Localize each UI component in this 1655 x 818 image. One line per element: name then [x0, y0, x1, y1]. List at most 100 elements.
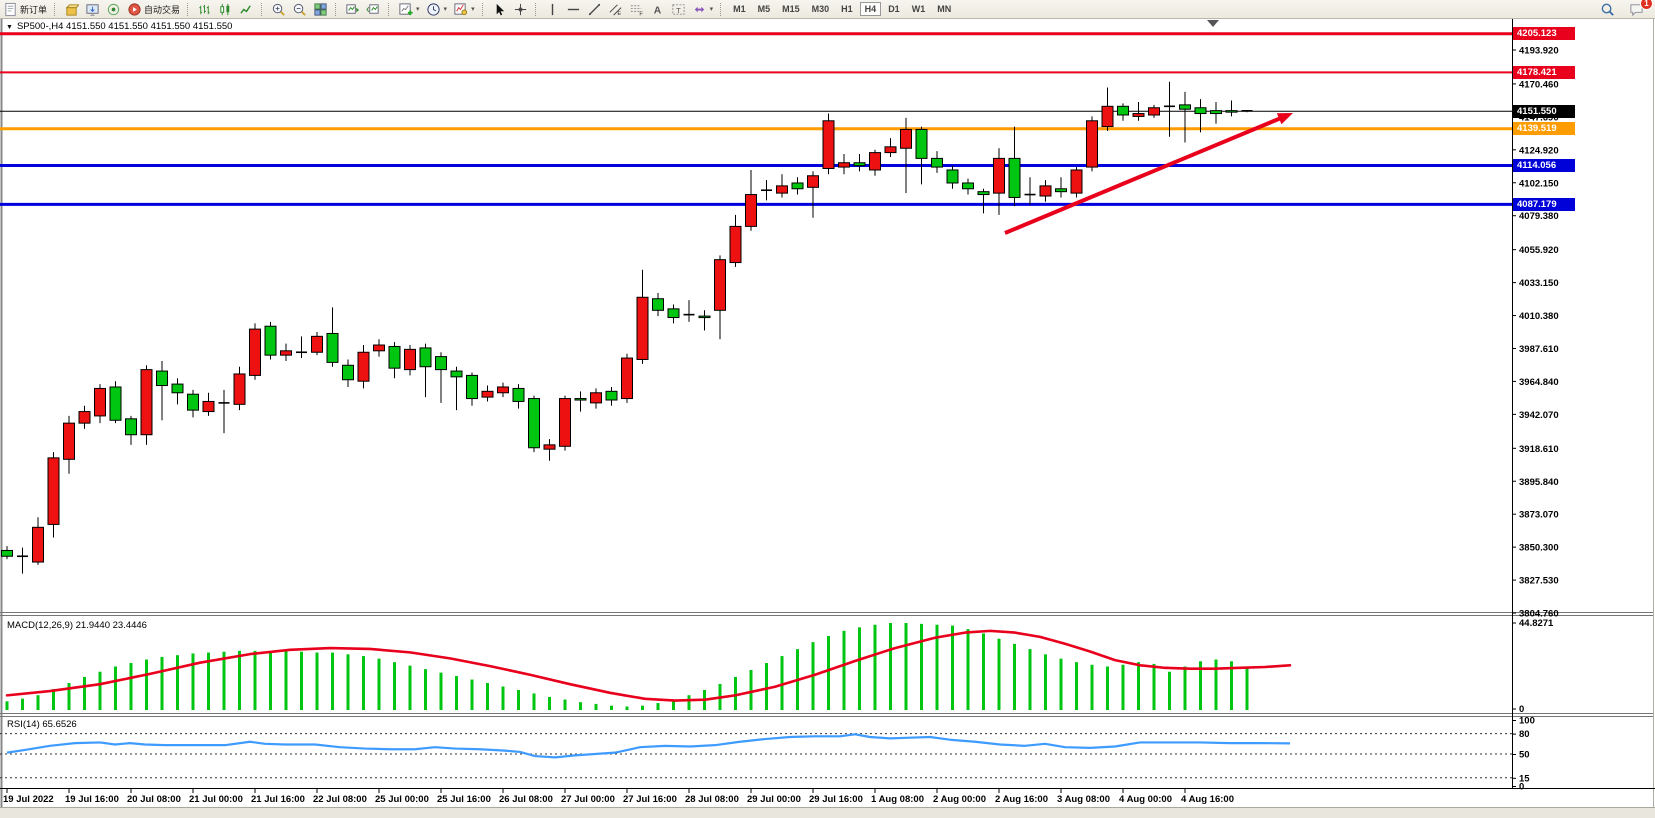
trendline-button[interactable] [584, 1, 605, 17]
trend-arrow-line[interactable] [1004, 115, 1283, 235]
macd-scale-label: 44.8271 [1519, 618, 1554, 629]
timeframe-button-mn[interactable]: MN [937, 4, 952, 14]
timeframe-button-m15[interactable]: M15 [782, 4, 800, 14]
notification-badge: 1 [1640, 0, 1653, 10]
candle-bear [342, 364, 354, 381]
new-order-button[interactable]: 新订单 [0, 1, 50, 17]
candle-bear [1117, 105, 1129, 116]
equidistant-channel-button[interactable]: E [605, 1, 626, 17]
chevron-down-icon[interactable]: ▾ [471, 6, 475, 13]
trend-arrow-head[interactable] [1276, 113, 1293, 125]
price-badge-4178.421: 4178.421 [1513, 65, 1575, 79]
macd-histogram-bar [129, 663, 133, 710]
macd-histogram-bar [1152, 663, 1156, 710]
macd-histogram-bar [300, 651, 303, 710]
arrows-button[interactable]: ▾ [689, 1, 717, 17]
text-button[interactable]: A [647, 1, 668, 17]
chevron-down-icon[interactable]: ▾ [443, 6, 448, 13]
macd-signal-line [5, 629, 1292, 702]
macd-histogram-bar [687, 695, 691, 710]
macd-histogram-bar [594, 703, 598, 710]
vertical-line-button[interactable] [542, 1, 563, 17]
candle-bull [559, 398, 571, 447]
timeframe-button-m1[interactable]: M1 [733, 4, 746, 14]
chart-shift-marker[interactable] [1207, 20, 1219, 27]
candle-bull [714, 259, 726, 311]
indicators-button[interactable]: ▾ [395, 1, 423, 17]
signals-button[interactable] [103, 1, 124, 17]
candlestick-chart-button[interactable] [215, 1, 236, 17]
chat-button[interactable]: 1 [1626, 0, 1653, 17]
tile-windows-button[interactable] [310, 1, 331, 17]
candle-bear [962, 182, 974, 190]
horizontal-line-button[interactable] [563, 1, 584, 17]
timeframe-button-m5[interactable]: M5 [757, 4, 771, 14]
timeframe-button-m30[interactable]: M30 [811, 4, 830, 14]
macd-histogram-bar [1168, 671, 1171, 710]
timeframe-button-d1[interactable]: D1 [888, 4, 900, 14]
bar-chart-button[interactable] [194, 1, 215, 17]
macd-histogram-bar [1059, 658, 1063, 710]
cascade-windows-button[interactable] [363, 1, 384, 17]
macd-histogram-bar [315, 652, 319, 710]
time-tick-label: 29 Jul 16:00 [809, 794, 863, 805]
candlesticks [1, 81, 1253, 574]
price-axis[interactable]: 4193.920 4170.460 4147.690 4124.920 4102.150… [1512, 46, 1559, 620]
timeframe-button-h1[interactable]: H1 [841, 4, 853, 14]
price-tick-label: 3873.070 [1519, 510, 1559, 521]
candle-bull [1070, 169, 1083, 194]
price-tick-label: 3850.300 [1519, 543, 1559, 554]
candle-bull [822, 120, 835, 170]
add-indicator-icon [399, 2, 413, 15]
candle-bull [78, 411, 91, 424]
publisher-button[interactable] [82, 1, 103, 17]
macd-histogram-bar [238, 650, 241, 710]
time-tick-label: 1 Aug 08:00 [871, 794, 924, 805]
chevron-down-icon[interactable]: ▾ [416, 6, 420, 13]
chart-collapse-icon[interactable]: ▼ [6, 24, 13, 31]
time-tick-label: 4 Aug 00:00 [1119, 794, 1172, 805]
cursor-icon [496, 3, 504, 15]
cursor-button[interactable] [489, 1, 510, 17]
macd-histogram-bar [1121, 664, 1125, 710]
line-chart-button[interactable] [236, 1, 257, 17]
templates-button[interactable]: ▾ [450, 1, 478, 17]
macd-indicator-label: MACD(12,26,9) 21.9440 23.4446 [7, 620, 147, 631]
text-label-button[interactable]: T [668, 1, 689, 17]
toolbar-separator [534, 2, 539, 16]
rsi-scale-label: 0 [1519, 782, 1524, 793]
macd-histogram-bar [1199, 661, 1202, 710]
candle-chart-icon [220, 3, 230, 15]
candle-bull [481, 390, 494, 398]
chevron-down-icon[interactable]: ▾ [709, 6, 714, 13]
candle-bear [605, 390, 618, 401]
macd-histogram-bar [610, 705, 613, 710]
candle-bull [807, 175, 819, 188]
macd-histogram-bar [486, 683, 489, 710]
macd-pane [5, 623, 1292, 710]
timeframe-button-w1[interactable]: W1 [911, 4, 926, 14]
macd-histogram-bar [253, 650, 257, 710]
macd-histogram-bar [842, 630, 846, 710]
search-button[interactable] [1597, 1, 1618, 17]
time-axis[interactable]: 19 Jul 2022 19 Jul 16:00 20 Jul 08:00 21 Ju… [3, 788, 1234, 805]
zoom-in-button[interactable] [268, 1, 289, 17]
fibonacci-button[interactable]: F [626, 1, 647, 17]
shapes-icon [694, 6, 704, 12]
rsi-scale-label: 15 [1519, 773, 1530, 784]
candle-bear [1179, 104, 1191, 110]
candle-bear [419, 347, 432, 368]
timeframe-button-h4[interactable]: H4 [859, 2, 882, 16]
candle-bull [202, 400, 215, 413]
arrange-windows-button[interactable] [342, 1, 363, 17]
crosshair-button[interactable] [510, 1, 531, 17]
time-tick-label: 22 Jul 08:00 [313, 794, 367, 805]
autotrading-button[interactable]: 自动交易 [124, 1, 183, 17]
macd-histogram-bar [672, 699, 675, 710]
signal-icon [107, 3, 120, 15]
macd-histogram-bar [439, 672, 443, 710]
periods-button[interactable]: ▾ [423, 1, 451, 17]
open-template-button[interactable] [61, 1, 82, 17]
zoom-out-button[interactable] [289, 1, 310, 17]
